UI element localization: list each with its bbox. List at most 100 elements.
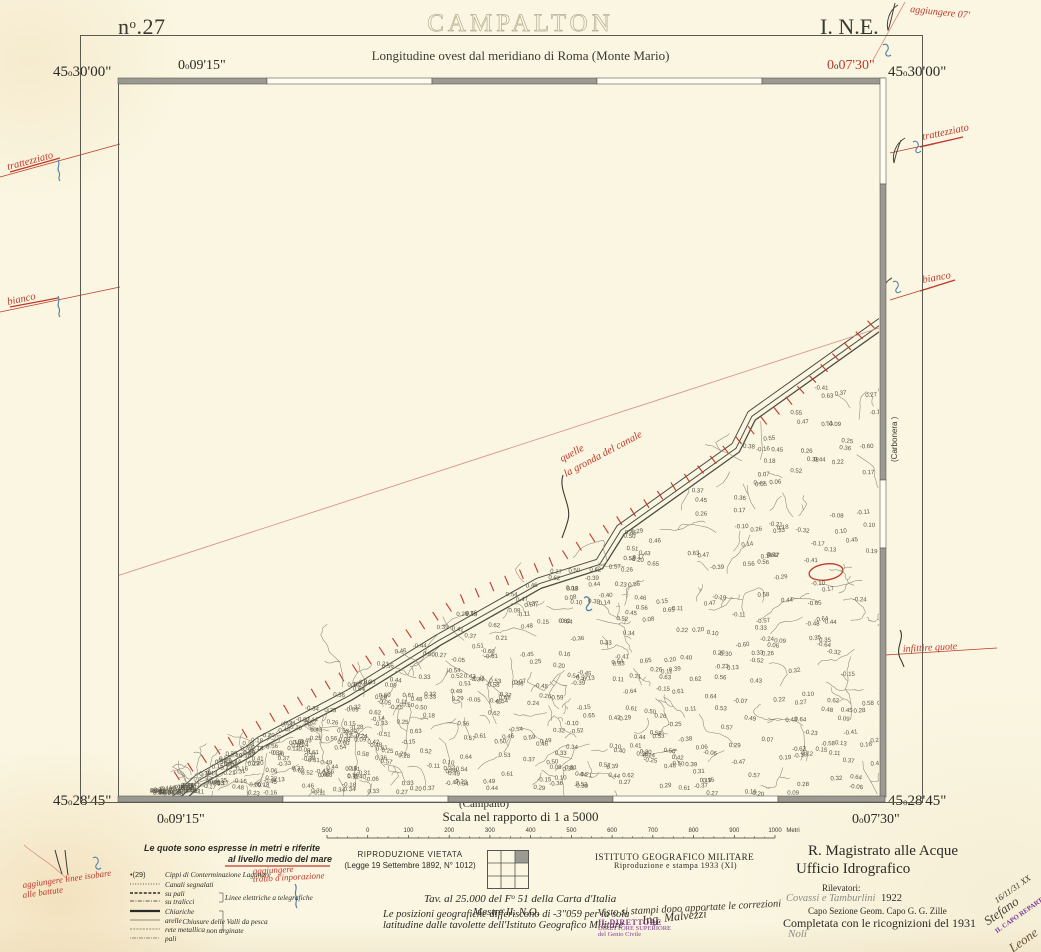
svg-text:•(29): •(29) (130, 870, 146, 879)
svg-text:0.31: 0.31 (629, 672, 642, 680)
svg-text:-0.41: -0.41 (804, 557, 819, 564)
svg-text:0.56: 0.56 (333, 691, 346, 699)
svg-text:-0.29: -0.29 (773, 573, 788, 582)
svg-text:-0.39: -0.39 (574, 782, 589, 790)
svg-text:0.37: 0.37 (523, 756, 536, 763)
svg-text:-0.32: -0.32 (826, 648, 841, 657)
svg-text:500: 500 (566, 828, 577, 834)
svg-text:-0.24: -0.24 (853, 596, 868, 603)
svg-text:0.52: 0.52 (790, 467, 803, 475)
svg-text:Metri: Metri (786, 828, 799, 834)
svg-text:0.63: 0.63 (410, 728, 423, 736)
svg-text:0.11: 0.11 (685, 705, 698, 713)
svg-text:0.16: 0.16 (558, 650, 571, 658)
svg-text:0.55: 0.55 (790, 409, 803, 417)
svg-text:0.11: 0.11 (672, 605, 684, 612)
svg-text:0.29: 0.29 (375, 694, 388, 702)
svg-text:0.47: 0.47 (704, 599, 717, 607)
svg-text:0: 0 (366, 828, 370, 834)
svg-text:su tralicci: su tralicci (165, 897, 194, 906)
svg-text:0.09: 0.09 (354, 736, 367, 744)
svg-text:0.33: 0.33 (755, 624, 768, 631)
svg-text:0.31: 0.31 (348, 765, 361, 773)
svg-text:0.36: 0.36 (839, 444, 852, 452)
svg-text:0.47: 0.47 (797, 418, 810, 426)
svg-text:0.10: 0.10 (863, 522, 876, 530)
svg-text:0.40: 0.40 (318, 771, 331, 779)
svg-text:-0.17: -0.17 (811, 540, 826, 547)
svg-text:-0.10: -0.10 (565, 720, 580, 727)
svg-text:0.50: 0.50 (546, 758, 559, 766)
svg-text:0.61: 0.61 (501, 771, 514, 778)
svg-text:-0.11: -0.11 (312, 790, 326, 797)
svg-text:0.45: 0.45 (490, 697, 503, 706)
svg-text:0.21: 0.21 (223, 770, 236, 777)
svg-text:0.50: 0.50 (568, 567, 581, 575)
svg-text:0.28: 0.28 (853, 707, 866, 715)
svg-text:0.44: 0.44 (160, 784, 173, 792)
svg-text:0.29: 0.29 (452, 695, 465, 703)
svg-text:0.26: 0.26 (650, 666, 663, 673)
svg-text:0.62: 0.62 (488, 622, 501, 630)
svg-text:0.63: 0.63 (821, 392, 834, 399)
svg-text:0.08: 0.08 (642, 615, 655, 623)
svg-text:0.27: 0.27 (619, 779, 632, 786)
svg-text:0.26: 0.26 (762, 650, 775, 658)
svg-text:0.58: 0.58 (862, 700, 875, 708)
svg-text:0.44: 0.44 (634, 734, 647, 741)
svg-text:0.34: 0.34 (623, 630, 636, 638)
svg-text:0.20: 0.20 (692, 626, 705, 634)
svg-text:0.13: 0.13 (567, 585, 580, 592)
svg-text:0.13: 0.13 (727, 664, 740, 672)
svg-text:-0.06: -0.06 (703, 749, 718, 758)
svg-text:-0.08: -0.08 (830, 512, 845, 520)
svg-text:0.23: 0.23 (615, 581, 628, 589)
svg-text:0.57: 0.57 (748, 772, 761, 780)
svg-text:0.18: 0.18 (764, 458, 777, 465)
svg-text:0.37: 0.37 (464, 632, 477, 640)
svg-text:-0.33: -0.33 (900, 690, 915, 698)
svg-text:0.48: 0.48 (521, 622, 534, 630)
svg-text:0.45: 0.45 (625, 609, 638, 617)
svg-text:0.17: 0.17 (862, 469, 875, 476)
svg-text:0.57: 0.57 (720, 724, 733, 732)
svg-text:0.37: 0.37 (291, 765, 304, 773)
svg-text:-0.36: -0.36 (570, 635, 585, 643)
svg-text:-0.47: -0.47 (731, 759, 746, 766)
svg-text:0.27: 0.27 (396, 789, 409, 796)
svg-text:0.64: 0.64 (705, 693, 717, 700)
svg-text:0.61: 0.61 (625, 705, 638, 714)
svg-text:0.62: 0.62 (369, 709, 382, 717)
svg-text:-0.49: -0.49 (885, 459, 900, 466)
svg-text:0.54: 0.54 (353, 686, 366, 694)
svg-text:300: 300 (485, 828, 496, 834)
svg-text:0.52: 0.52 (420, 747, 433, 755)
svg-text:-0.15: -0.15 (841, 671, 856, 678)
svg-text:0.05: 0.05 (900, 525, 913, 533)
svg-text:0.45: 0.45 (771, 446, 784, 453)
svg-text:0.39: 0.39 (606, 762, 619, 770)
svg-text:-0.60: -0.60 (735, 641, 750, 650)
svg-text:800: 800 (688, 828, 699, 834)
svg-text:0.48: 0.48 (411, 696, 424, 703)
svg-text:Canali segnalati: Canali segnalati (165, 880, 213, 889)
svg-text:0.61: 0.61 (672, 688, 685, 696)
svg-text:0.34: 0.34 (344, 786, 357, 793)
svg-text:0.56: 0.56 (628, 580, 641, 589)
svg-text:-0.25: -0.25 (389, 704, 404, 711)
svg-text:0.56: 0.56 (325, 735, 338, 743)
svg-text:100: 100 (403, 828, 414, 834)
svg-text:-0.60: -0.60 (860, 443, 875, 451)
svg-text:-0.23: -0.23 (902, 672, 917, 680)
svg-text:-0.06: -0.06 (365, 776, 380, 784)
svg-text:0.27: 0.27 (795, 699, 808, 707)
svg-text:0.39: 0.39 (225, 750, 238, 757)
svg-text:0.55: 0.55 (763, 434, 776, 442)
svg-text:-0.05: -0.05 (451, 656, 466, 664)
svg-text:0.26: 0.26 (695, 511, 708, 518)
svg-text:0.51: 0.51 (626, 545, 639, 553)
svg-text:0.26: 0.26 (272, 750, 285, 759)
svg-text:-0.52: -0.52 (569, 727, 584, 736)
svg-text:arelle: arelle (165, 916, 183, 925)
svg-text:0.38: 0.38 (743, 443, 756, 451)
